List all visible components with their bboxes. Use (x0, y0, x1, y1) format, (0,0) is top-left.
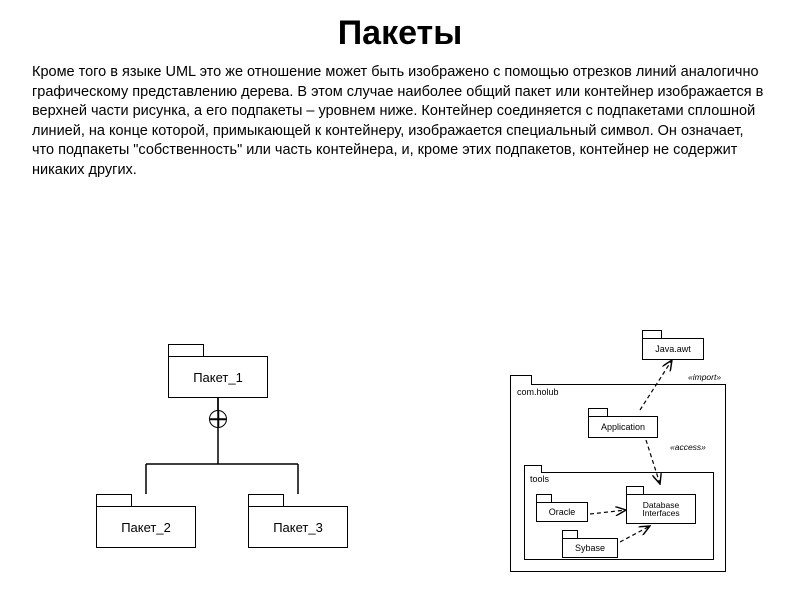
com-holub-label: com.holub (517, 387, 559, 397)
package-3-tab (248, 494, 284, 506)
page-title: Пакеты (0, 14, 800, 53)
java-awt-tab (642, 330, 662, 338)
db-if-tab (626, 486, 644, 494)
sybase-tab (562, 530, 578, 538)
db-if-label: Database Interfaces (626, 494, 696, 524)
application-label: Application (588, 416, 658, 438)
package-1-label: Пакет_1 (168, 356, 268, 398)
stereotype-access: «access» (670, 442, 706, 452)
package-2-tab (96, 494, 132, 506)
package-3-label: Пакет_3 (248, 506, 348, 548)
stereotype-import: «import» (688, 372, 721, 382)
sybase-label: Sybase (562, 538, 618, 558)
oracle-label: Oracle (536, 502, 588, 522)
package-1-tab (168, 344, 204, 356)
description-text: Кроме того в языке UML это же отношение … (32, 63, 768, 180)
application-tab (588, 408, 608, 416)
tools-label: tools (530, 474, 549, 484)
com-holub-tab (510, 375, 532, 385)
oracle-tab (536, 494, 552, 502)
tools-tab (524, 465, 542, 473)
containment-symbol (209, 410, 227, 428)
diagrams-area: Пакет_1 Пакет_2 Пакет_3 Java.awt com.hol… (0, 324, 800, 604)
java-awt-label: Java.awt (642, 338, 704, 360)
package-2-label: Пакет_2 (96, 506, 196, 548)
